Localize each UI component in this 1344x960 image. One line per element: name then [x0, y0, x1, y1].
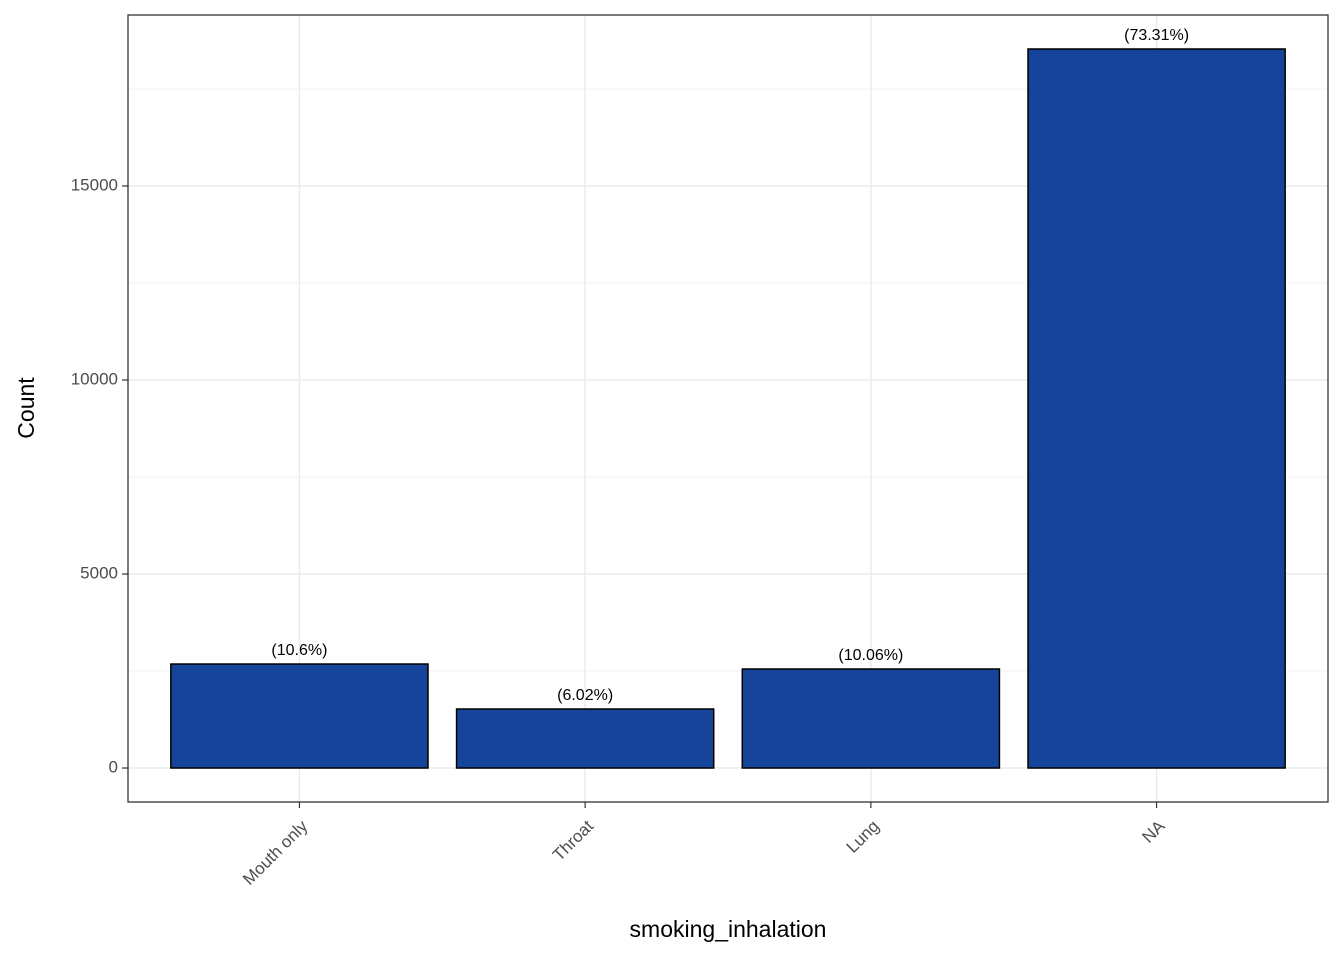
y-tick-label: 0: [109, 757, 118, 776]
bar: [455, 708, 715, 769]
x-axis-title: smoking_inhalation: [630, 916, 827, 942]
value-label: (73.31%): [1124, 27, 1189, 44]
panel-border: [127, 14, 1329, 803]
bar: [170, 663, 429, 769]
y-axis-title: Count: [13, 377, 39, 439]
y-tick-label: 15000: [71, 175, 118, 194]
bar: [741, 668, 1001, 769]
value-label: (10.06%): [838, 647, 903, 664]
y-tick-label: 10000: [71, 369, 118, 388]
value-label: (6.02%): [557, 687, 613, 704]
y-tick-label: 5000: [80, 563, 118, 582]
bar: [1027, 48, 1286, 769]
value-label: (10.6%): [271, 642, 327, 659]
